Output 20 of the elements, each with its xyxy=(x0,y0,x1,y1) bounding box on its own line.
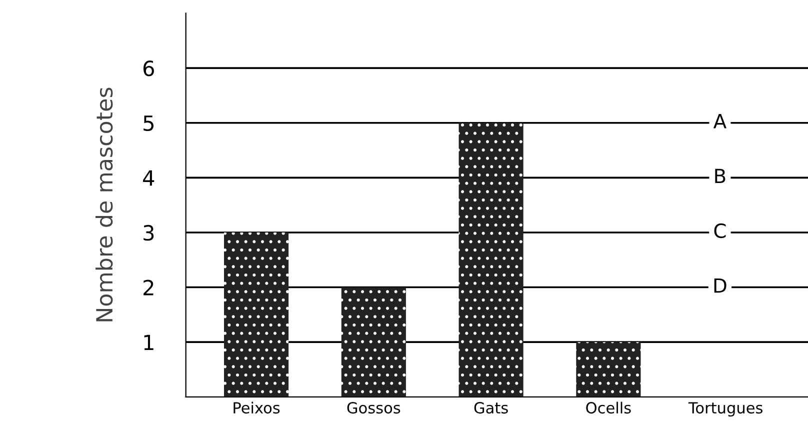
x-tick-label: Tortugues xyxy=(688,402,762,417)
y-tick-label: 3 xyxy=(144,224,154,241)
x-tick-label: Gats xyxy=(474,402,508,414)
bar xyxy=(341,287,406,397)
y-tick-label: 4 xyxy=(143,170,154,186)
annotation: B xyxy=(715,168,726,184)
annotation: D xyxy=(714,278,726,293)
x-tick-label: Gossos xyxy=(347,402,400,414)
bar xyxy=(576,342,641,397)
x-tick-label: Ocells xyxy=(586,402,631,414)
y-tick-label: 6 xyxy=(143,60,154,76)
y-axis-title: Nombre de mascotes xyxy=(96,88,113,322)
annotation: A xyxy=(713,114,726,128)
y-tick-label: 5 xyxy=(144,116,154,132)
bar xyxy=(224,232,289,397)
y-tick-label: 2 xyxy=(144,280,154,296)
bar xyxy=(458,122,524,397)
y-tick-label: 1 xyxy=(144,334,154,350)
x-tick-label: Peixos xyxy=(234,402,280,414)
annotation: C xyxy=(714,223,726,238)
